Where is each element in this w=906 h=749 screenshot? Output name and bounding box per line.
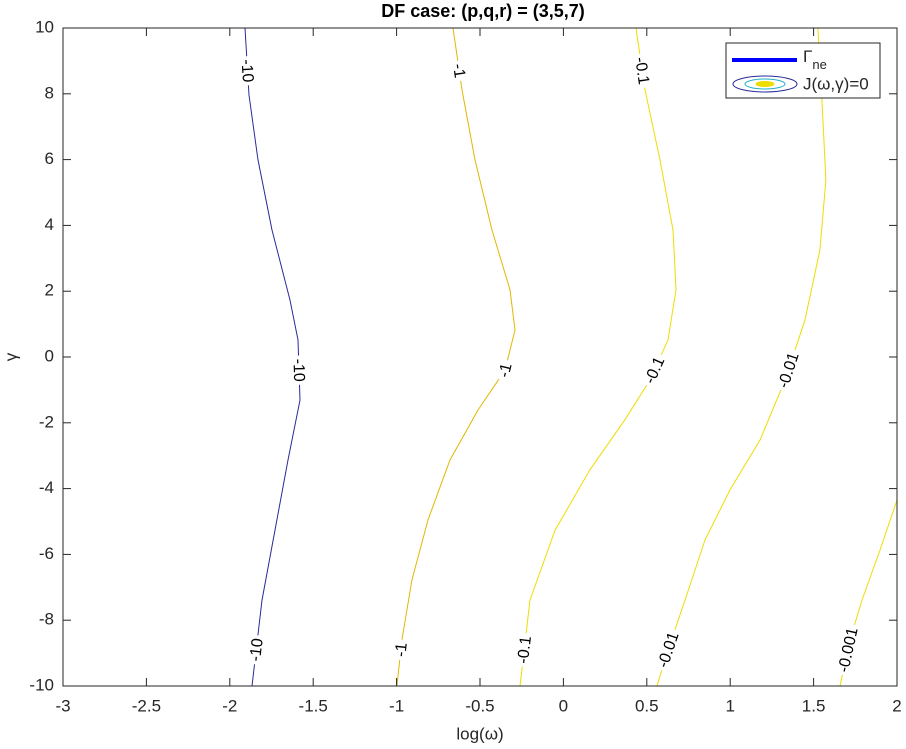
x-tick-label: -0.5 — [465, 696, 494, 715]
contour-label: -1 — [391, 638, 411, 661]
contour-label: -0.1 — [514, 632, 535, 668]
x-tick-label: 1 — [725, 696, 734, 715]
y-tick-label: -6 — [39, 544, 54, 563]
y-tick-label: 2 — [45, 281, 54, 300]
contour-label-text: -10 — [247, 637, 267, 662]
contour-label-gap — [653, 627, 683, 673]
x-tick-label: 1.5 — [802, 696, 826, 715]
contour-label-gap — [514, 632, 535, 668]
y-tick-label: 6 — [45, 149, 54, 168]
legend-label-sub: ne — [812, 57, 826, 72]
legend-contour-icon — [732, 75, 798, 93]
y-tick-label: 8 — [45, 83, 54, 102]
legend-label: Γne — [803, 47, 827, 72]
y-axis-label: γ — [1, 352, 20, 361]
y-tick-label: 0 — [45, 346, 54, 365]
contour-label-gap — [246, 634, 266, 666]
x-tick-label: -1 — [389, 696, 404, 715]
contour-label: -0.1 — [631, 53, 653, 89]
x-tick-label: 0 — [559, 696, 568, 715]
contour-label-gap — [834, 622, 862, 677]
contour-label-text: -1 — [449, 63, 468, 80]
contour-label: -1 — [449, 59, 469, 82]
contour-label: -1 — [494, 358, 516, 382]
contour-label-text: -0.1 — [631, 56, 652, 86]
x-tick-label: 0.5 — [635, 696, 659, 715]
legend-label-main: Γ — [803, 47, 812, 66]
y-tick-label: 10 — [35, 17, 54, 36]
contour-label-text: -10 — [289, 358, 307, 382]
legend-box — [725, 42, 881, 99]
x-tick-label: -2 — [222, 696, 237, 715]
x-tick-label: -1.5 — [299, 696, 328, 715]
contour-label: -10 — [289, 355, 308, 386]
contour-label-gap — [631, 53, 653, 89]
contour-label-gap — [774, 347, 803, 393]
contour-label: -10 — [246, 634, 267, 666]
y-tick-label: -4 — [39, 478, 54, 497]
x-axis-label: log(ω) — [456, 724, 503, 743]
contour-label-text: -1 — [496, 361, 516, 379]
contour-line — [656, 28, 827, 686]
contour-label-gap — [640, 351, 669, 389]
chart-title: DF case: (p,q,r) = (3,5,7) — [381, 1, 585, 21]
y-tick-label: -2 — [39, 412, 54, 431]
contour-label-gap — [449, 59, 469, 82]
y-tick-label: -10 — [29, 675, 54, 694]
x-tick-label: -3 — [55, 696, 70, 715]
contour-label-text: -10 — [238, 59, 256, 83]
x-tick-label: 2 — [892, 696, 901, 715]
contour-label-gap — [391, 638, 410, 661]
legend: Γne J(ω,γ)=0 — [725, 42, 881, 99]
contour-label-text: -0.1 — [515, 635, 535, 664]
legend-label: J(ω,γ)=0 — [803, 74, 869, 93]
contour-line — [244, 28, 301, 686]
contour-label-gap — [494, 358, 516, 382]
contour-label-gap — [238, 55, 257, 86]
x-tick-label: -2.5 — [132, 696, 161, 715]
legend-contour-icon — [755, 81, 775, 87]
contour-label-text: -1 — [392, 642, 410, 658]
axes-box — [62, 27, 898, 687]
legend-contour-icon — [744, 78, 786, 90]
y-tick-label: 4 — [45, 215, 54, 234]
y-tick-label: -8 — [39, 610, 54, 629]
contour-label: -10 — [238, 55, 257, 86]
contour-label-gap — [290, 355, 308, 386]
